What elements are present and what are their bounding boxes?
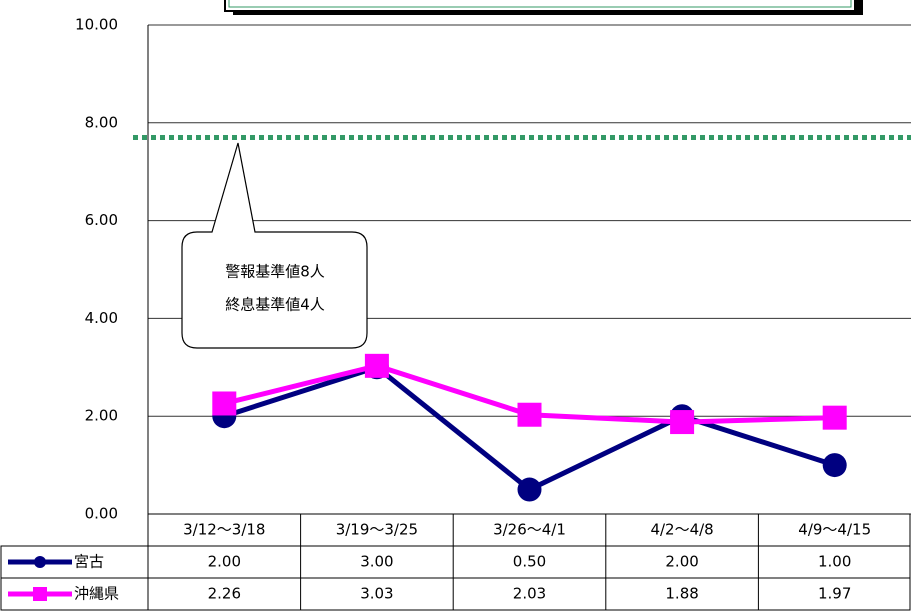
marker [517,402,542,427]
y-tick-label: 8.00 [85,113,118,131]
x-tick-label: 4/2～4/8 [650,521,713,539]
marker [364,353,389,378]
value-label: 2.00 [665,553,698,571]
callout [181,142,368,349]
plot: 0.00 2.00 4.00 6.00 8.00 10.00 3/12～3/18 3/19～3… [0,16,911,611]
value-label: 1.97 [818,585,851,603]
x-tick-label: 3/12～3/18 [183,521,265,539]
x-tick-label: 3/26～4/1 [493,521,566,539]
annotation: 終息基準値4人 [225,296,325,314]
table-row [0,577,911,611]
marker [822,405,847,430]
x-tick-label: 4/9～4/15 [798,521,871,539]
y-tick-label: 10.00 [75,16,118,34]
value-label: 2.26 [208,585,241,603]
legend-marker [33,587,47,601]
value-label: 3.03 [360,585,393,603]
value-label: 0.50 [513,553,546,571]
y-tick-label: 6.00 [85,211,118,229]
value-label: 2.03 [513,585,546,603]
marker [670,410,695,435]
marker [517,477,542,502]
legend-label: 沖縄県 [74,585,119,603]
legend-label: 宮古 [74,553,104,571]
x-tick-label: 3/19～3/25 [336,521,418,539]
legend-marker [34,556,46,568]
annotation: 警報基準値8人 [225,263,325,281]
title-box [224,0,856,12]
y-tick-label: 2.00 [85,407,118,425]
title-box-inner [228,0,852,8]
y-tick-label: 0.00 [85,505,118,523]
value-label: 1.88 [665,585,698,603]
marker [212,391,237,416]
y-tick-label: 4.00 [85,309,118,327]
value-label: 1.00 [818,553,851,571]
marker [822,453,847,478]
value-label: 3.00 [360,553,393,571]
value-label: 2.00 [208,553,241,571]
